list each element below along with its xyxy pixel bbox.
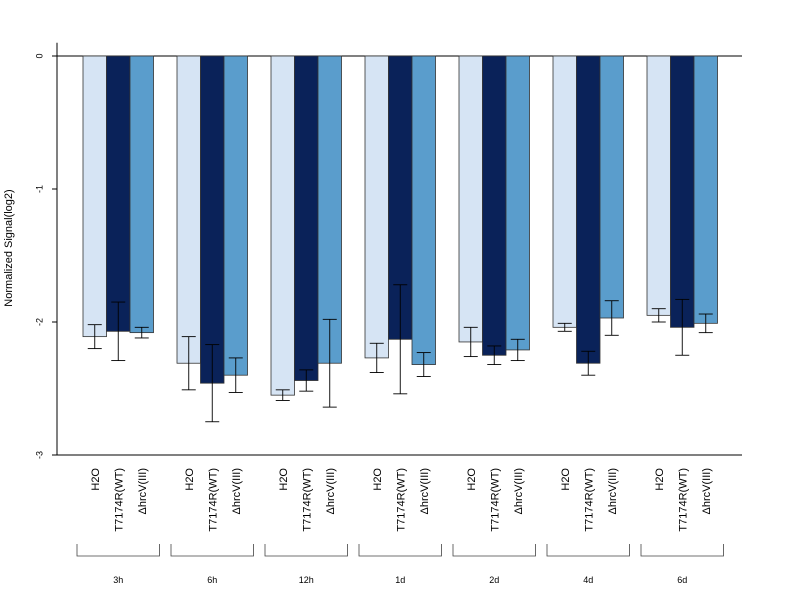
category-label: T7174R(WT) (583, 468, 595, 532)
bar (693, 55, 718, 324)
group-label: 2d (489, 575, 499, 585)
bar (82, 55, 107, 338)
group-bracket (264, 544, 348, 557)
bar (458, 55, 483, 343)
group-bracket (640, 544, 724, 557)
bar (646, 55, 671, 316)
group-label: 6h (207, 575, 217, 585)
bar (576, 55, 601, 364)
group-label: 1d (395, 575, 405, 585)
bar (223, 55, 248, 376)
bar (294, 55, 319, 381)
bar (599, 55, 624, 319)
bar (670, 55, 695, 328)
group-bracket (76, 544, 160, 557)
bar (482, 55, 507, 356)
category-label: T7174R(WT) (301, 468, 313, 532)
category-label: H2O (90, 468, 102, 491)
category-label: T7174R(WT) (113, 468, 125, 532)
y-tick-label: -1 (34, 185, 44, 193)
bar (364, 55, 389, 359)
category-label: T7174R(WT) (489, 468, 501, 532)
group-bracket (358, 544, 442, 557)
bar (552, 55, 577, 328)
category-label: ΔhrcV(III) (607, 468, 619, 514)
category-label: H2O (184, 468, 196, 491)
y-tick-label: -2 (34, 318, 44, 326)
category-label: H2O (278, 468, 290, 491)
category-label: ΔhrcV(III) (701, 468, 713, 514)
group-bracket (452, 544, 536, 557)
bar (505, 55, 530, 351)
bar (106, 55, 131, 332)
category-label: ΔhrcV(III) (137, 468, 149, 514)
y-tick-label: 0 (34, 53, 44, 58)
y-tick-label: -3 (34, 451, 44, 459)
bar (270, 55, 295, 396)
category-label: H2O (560, 468, 572, 491)
group-label: 12h (299, 575, 314, 585)
category-label: T7174R(WT) (395, 468, 407, 532)
chart-labels: H2O T7174R(WT) ΔhrcV(III) 3h H2O T7174R(WT) Δh… (76, 468, 724, 585)
category-label: H2O (372, 468, 384, 491)
chart-bars (82, 55, 718, 396)
group-label: 4d (583, 575, 593, 585)
category-label: ΔhrcV(III) (513, 468, 525, 514)
group-bracket (170, 544, 254, 557)
category-label: T7174R(WT) (207, 468, 219, 532)
group-label: 6d (677, 575, 687, 585)
category-label: H2O (466, 468, 478, 491)
bar (200, 55, 225, 384)
y-axis-title: Normalized Signal(log2) (3, 189, 15, 306)
chart-error-bars (87, 284, 713, 423)
bar (176, 55, 201, 364)
category-label: ΔhrcV(III) (325, 468, 337, 514)
category-label: ΔhrcV(III) (231, 468, 243, 514)
category-label: ΔhrcV(III) (419, 468, 431, 514)
bar (317, 55, 342, 364)
bar (411, 55, 436, 365)
category-label: H2O (654, 468, 666, 491)
category-label: T7174R(WT) (677, 468, 689, 532)
group-bracket (546, 544, 630, 557)
bar (129, 55, 154, 334)
group-label: 3h (113, 575, 123, 585)
